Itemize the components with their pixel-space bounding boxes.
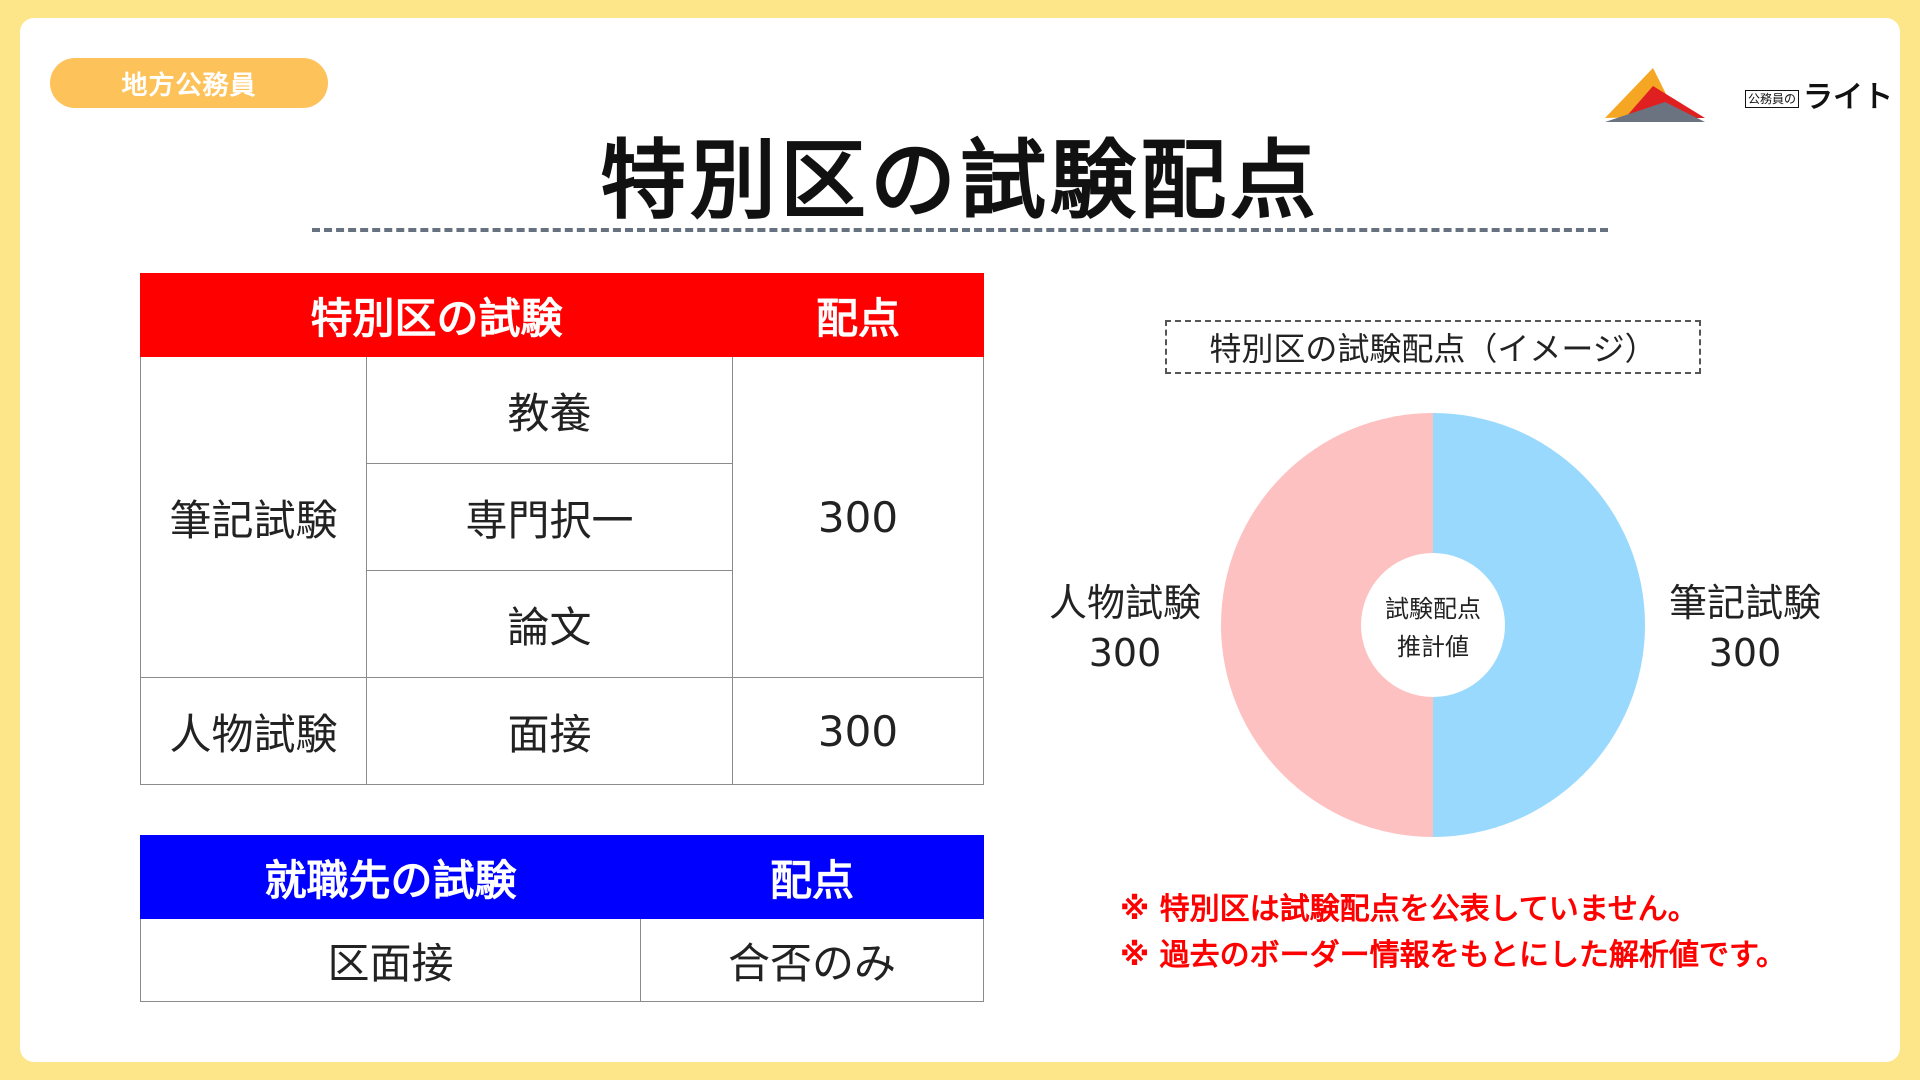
center-label-line: 試験配点 [1385,595,1481,623]
category-badge: 地方公務員 [50,58,328,108]
interview-exam-label: 人物試験 [140,677,367,785]
note-line: ※ 過去のボーダー情報をもとにした解析値です。 [1120,938,1787,973]
pie-slice-人物試験 [1221,413,1433,837]
header-exam: 特別区の試験 [139,273,734,357]
slice-label-interview: 人物試験 300 [1030,578,1220,678]
written-exam-label: 筆記試験 [140,356,367,678]
header-score: 配点 [640,835,984,919]
pass-fail-cell: 合否のみ [640,918,984,1002]
table-row: 区面接 合否のみ [140,918,984,1002]
pie-center-hole [1361,553,1505,697]
logo-text: 公務員の ライト [1745,72,1893,116]
table-row: 論文 [141,570,984,678]
ward-interview-cell: 区面接 [140,918,641,1002]
subject-cell: 専門択一 [365,463,734,571]
note-line: ※ 特別区は試験配点を公表していません。 [1120,892,1698,927]
subject-cell: 論文 [365,570,734,678]
score-table-employer: 就職先の試験 配点 区面接 合否のみ [140,835,984,1002]
pie-center-label: 試験配点 推計値 [1370,590,1496,666]
logo-mark-icon [1605,68,1705,122]
page-title: 特別区の試験配点 [600,131,1320,231]
interview-exam-score: 300 [732,677,985,785]
chart-title: 特別区の試験配点（イメージ） [1165,320,1701,374]
center-label-line: 推計値 [1397,633,1469,661]
header-exam: 就職先の試験 [140,835,641,919]
slice-label-written: 筆記試験 300 [1650,578,1840,678]
score-table-special-ward: 特別区の試験 配点 筆記試験 教養 300 専門択一 論文 人物試験 面接 30… [139,273,985,785]
pie-slice-筆記試験 [1433,413,1645,837]
table-header-row: 特別区の試験 配点 [139,273,985,357]
table-row: 専門択一 [141,463,984,571]
written-exam-score: 300 [732,356,985,678]
table-header-row: 就職先の試験 配点 [140,835,984,919]
slice-label-value: 300 [1708,631,1782,675]
subject-cell: 教養 [365,356,734,464]
slice-label-value: 300 [1088,631,1162,675]
title-divider [312,228,1608,232]
header-score: 配点 [732,273,985,357]
subject-cell: 面接 [365,677,734,785]
slice-label-name: 人物試験 [1048,581,1201,625]
disclaimer-notes: ※ 特別区は試験配点を公表していません。 ※ 過去のボーダー情報をもとにした解析… [1120,887,1786,979]
slice-label-name: 筆記試験 [1668,581,1821,625]
table-row: 人物試験 面接 300 [140,677,985,785]
table-row: 筆記試験 教養 300 [140,356,985,678]
